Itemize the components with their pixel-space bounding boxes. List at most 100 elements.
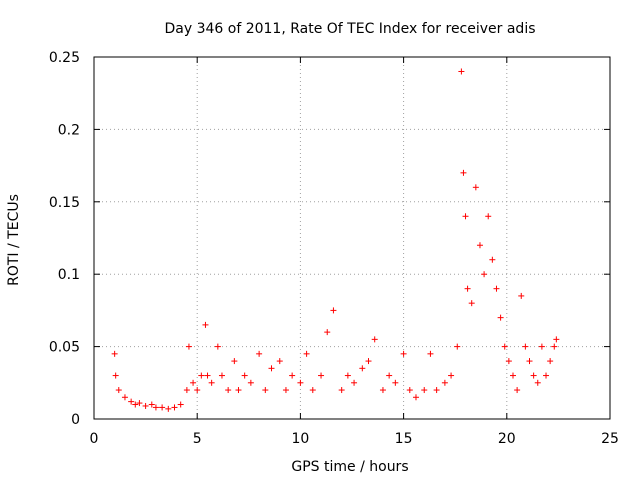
- data-point: [454, 343, 461, 350]
- data-point: [111, 350, 118, 357]
- data-point: [198, 372, 205, 379]
- data-point: [379, 387, 386, 394]
- data-point: [241, 372, 248, 379]
- data-point: [448, 372, 455, 379]
- data-point: [509, 372, 516, 379]
- data-point: [225, 387, 232, 394]
- data-point: [460, 169, 467, 176]
- data-point: [458, 68, 465, 75]
- data-point: [276, 358, 283, 365]
- data-point: [136, 400, 143, 407]
- data-point: [371, 336, 378, 343]
- data-point: [551, 343, 558, 350]
- data-point: [132, 401, 139, 408]
- x-tick-label: 5: [193, 431, 202, 447]
- data-point: [171, 404, 178, 411]
- data-point: [231, 358, 238, 365]
- data-point: [202, 321, 209, 328]
- data-point: [412, 394, 419, 401]
- data-point: [142, 402, 149, 409]
- data-point: [441, 379, 448, 386]
- data-point: [351, 379, 358, 386]
- data-point: [493, 285, 500, 292]
- data-point: [472, 184, 479, 191]
- data-point: [152, 404, 159, 411]
- data-point: [421, 387, 428, 394]
- data-point: [282, 387, 289, 394]
- data-point: [485, 213, 492, 220]
- data-point: [538, 343, 545, 350]
- data-point: [235, 387, 242, 394]
- data-point: [115, 387, 122, 394]
- data-point: [324, 329, 331, 336]
- data-point: [297, 379, 304, 386]
- data-point: [464, 285, 471, 292]
- x-axis-label: GPS time / hours: [291, 459, 408, 475]
- data-point: [514, 387, 521, 394]
- data-point: [309, 387, 316, 394]
- data-point: [318, 372, 325, 379]
- data-point: [330, 307, 337, 314]
- grid-lines: [94, 57, 610, 419]
- y-tick-label: 0.2: [58, 122, 80, 138]
- data-point: [386, 372, 393, 379]
- data-point: [190, 379, 197, 386]
- data-point: [359, 365, 366, 372]
- y-axis-label: ROTI / TECUs: [6, 194, 22, 286]
- data-point: [159, 404, 166, 411]
- data-point: [501, 343, 508, 350]
- data-point: [256, 350, 263, 357]
- data-point: [121, 394, 128, 401]
- x-tick-label: 25: [601, 431, 619, 447]
- chart-title: Day 346 of 2011, Rate Of TEC Index for r…: [164, 21, 535, 37]
- y-tick-label: 0.15: [49, 195, 80, 211]
- data-point: [468, 300, 475, 307]
- data-point: [427, 350, 434, 357]
- data-point: [547, 358, 554, 365]
- data-point: [289, 372, 296, 379]
- y-tick-label: 0: [71, 412, 80, 428]
- data-point: [303, 350, 310, 357]
- data-point: [338, 387, 345, 394]
- data-point: [128, 398, 135, 405]
- y-axis-ticks: 0 0.05 0.1 0.15 0.2 0.25: [49, 50, 610, 428]
- data-points: [111, 68, 560, 412]
- data-point: [183, 387, 190, 394]
- data-point: [194, 387, 201, 394]
- data-point: [433, 387, 440, 394]
- x-tick-label: 10: [291, 431, 309, 447]
- data-point: [522, 343, 529, 350]
- data-point: [406, 387, 413, 394]
- data-point: [543, 372, 550, 379]
- data-point: [400, 350, 407, 357]
- data-point: [481, 271, 488, 278]
- data-point: [214, 343, 221, 350]
- data-point: [526, 358, 533, 365]
- data-point: [392, 379, 399, 386]
- x-axis-ticks: 0 5 10 15 20 25: [90, 57, 619, 447]
- data-point: [553, 336, 560, 343]
- data-point: [344, 372, 351, 379]
- data-point: [208, 379, 215, 386]
- data-point: [268, 365, 275, 372]
- data-point: [247, 379, 254, 386]
- plot-frame: [93, 56, 611, 420]
- x-tick-label: 0: [90, 431, 99, 447]
- data-point: [262, 387, 269, 394]
- data-point: [165, 405, 172, 412]
- y-tick-label: 0.25: [49, 50, 80, 66]
- data-point: [534, 379, 541, 386]
- data-point: [489, 256, 496, 263]
- data-point: [476, 242, 483, 249]
- x-tick-label: 20: [498, 431, 516, 447]
- data-point: [462, 213, 469, 220]
- x-tick-label: 15: [395, 431, 413, 447]
- data-point: [497, 314, 504, 321]
- data-point: [505, 358, 512, 365]
- data-point: [112, 372, 119, 379]
- y-tick-label: 0.05: [49, 340, 80, 356]
- data-point: [518, 292, 525, 299]
- data-point: [185, 343, 192, 350]
- data-point: [530, 372, 537, 379]
